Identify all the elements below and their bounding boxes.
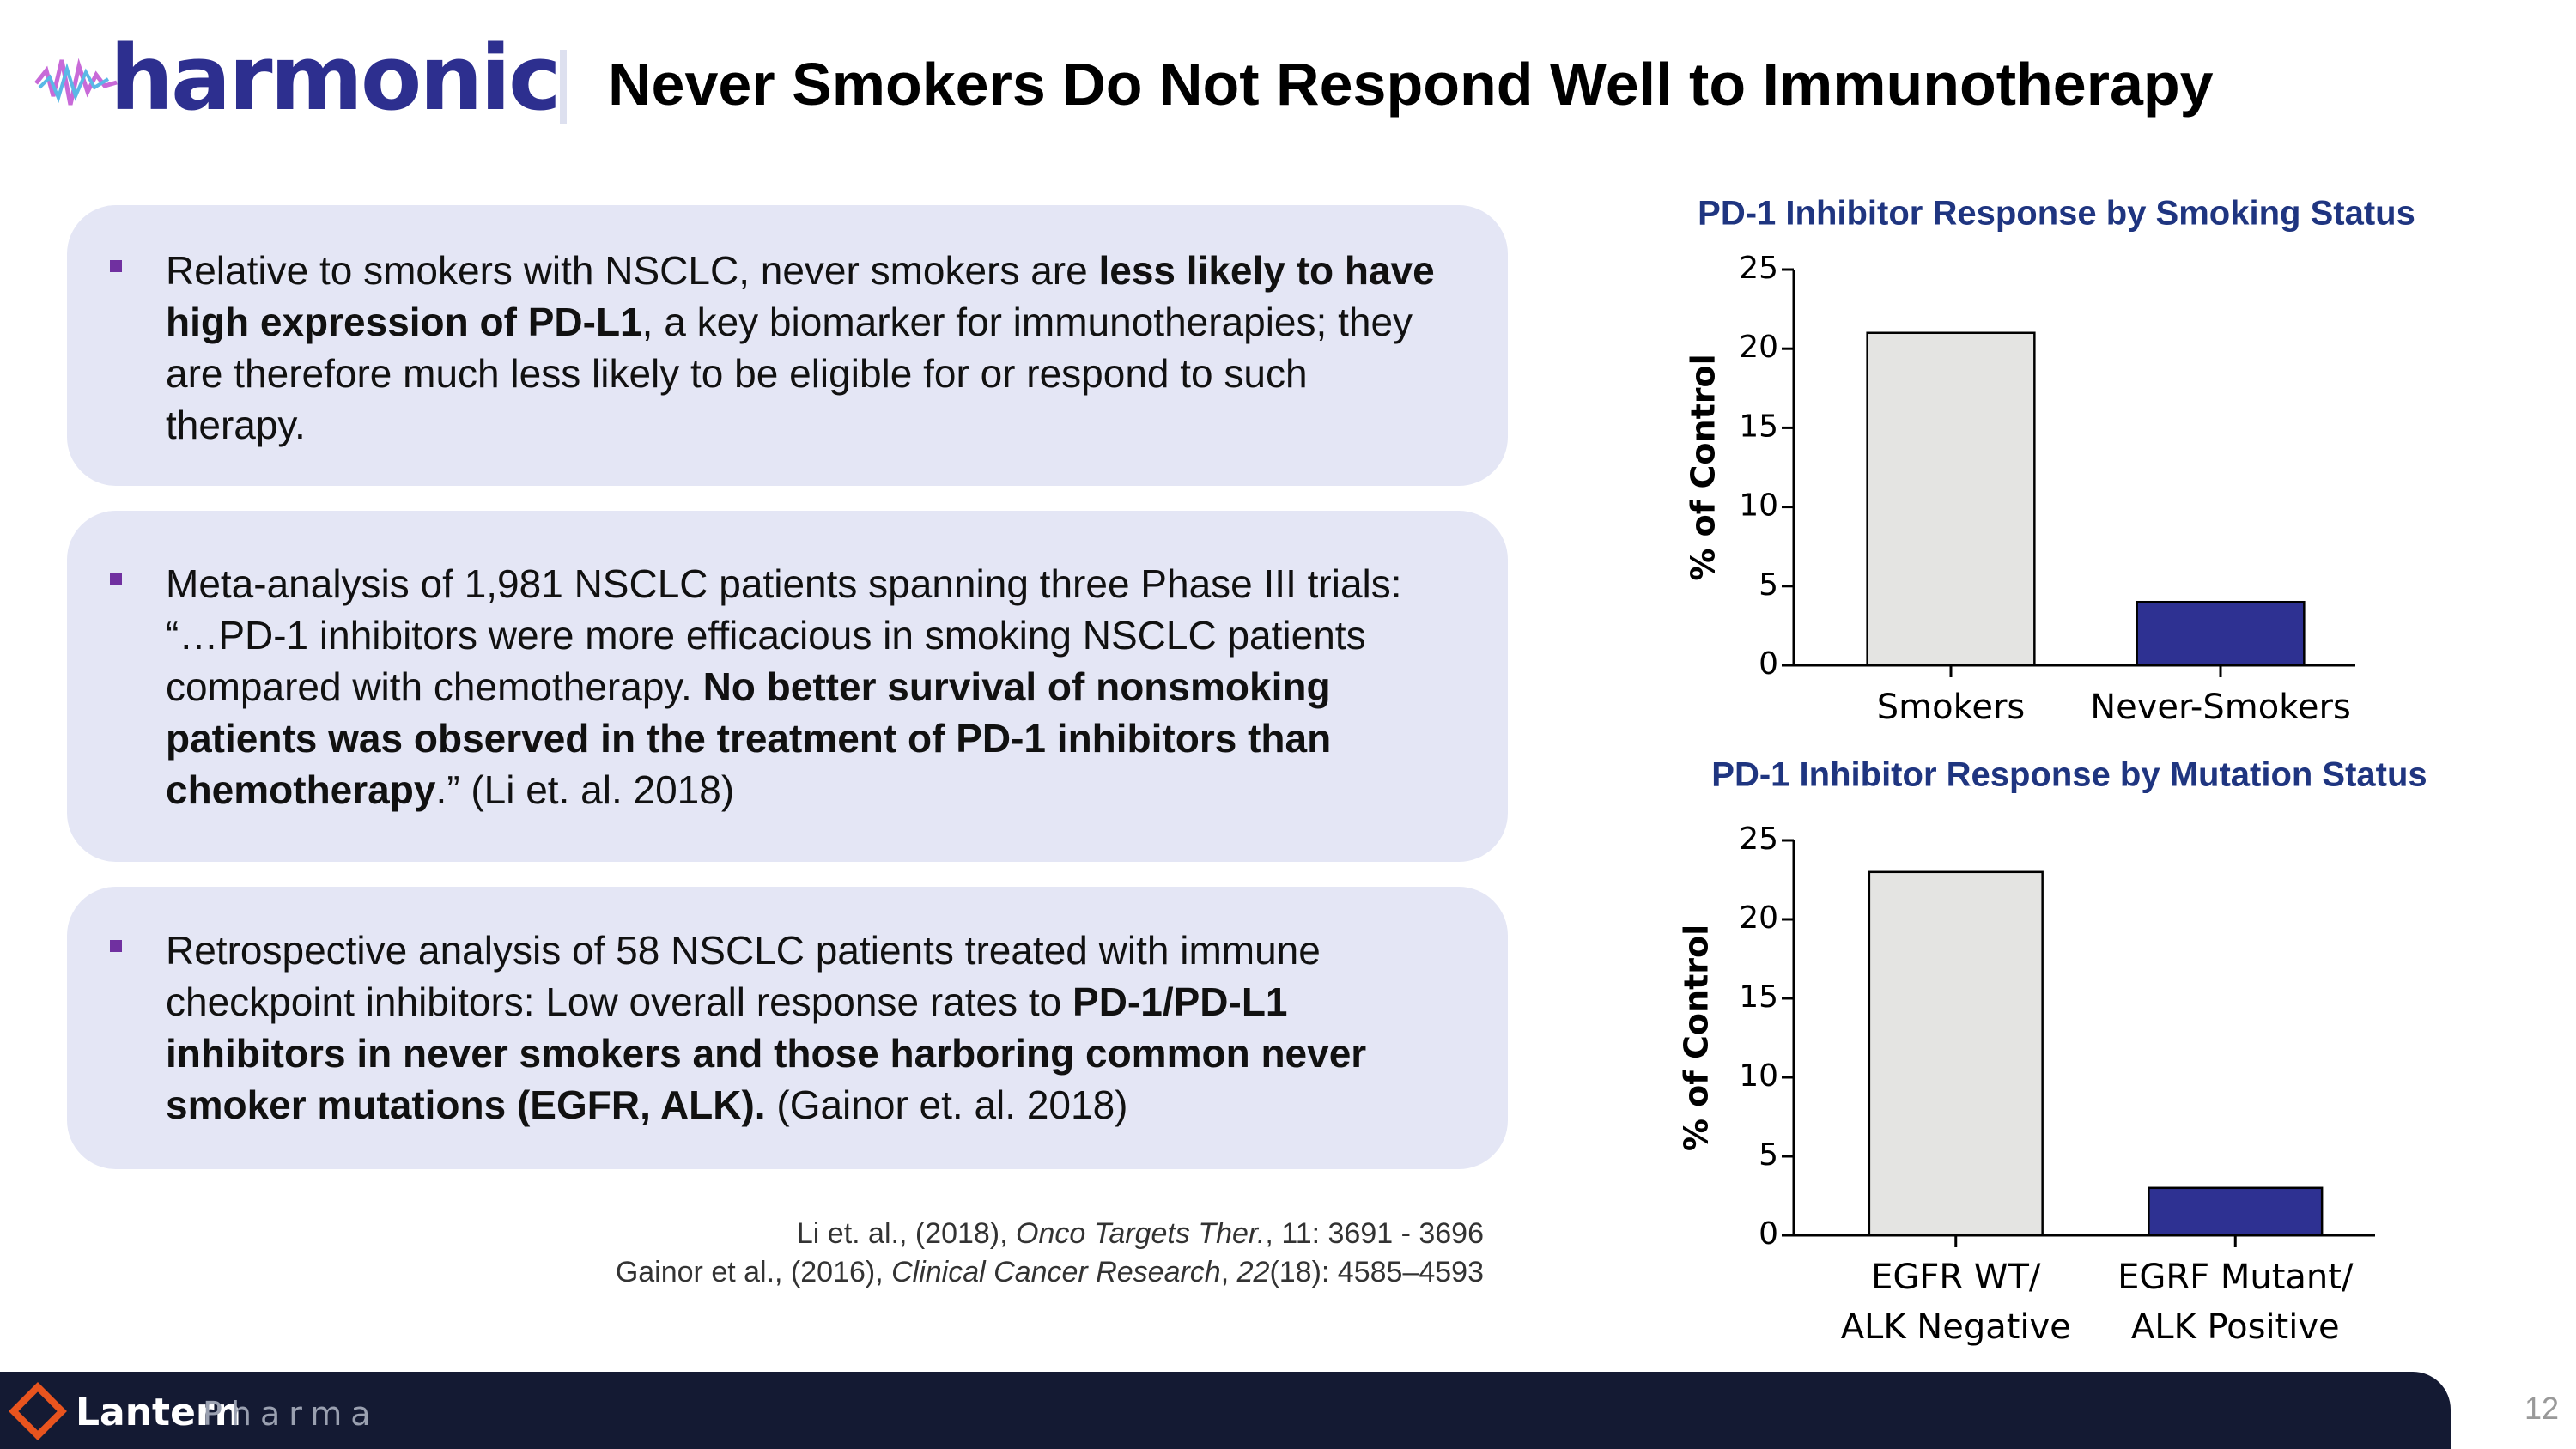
charts: PD-1 Inhibitor Response by Smoking Statu… [1678,195,2427,1347]
footer-bar: Lantern Pharma [0,1372,2451,1449]
y-axis-label: % of Control [1678,925,1716,1151]
text-run: Retrospective analysis of 58 NSCLC patie… [166,928,1321,1024]
page-number: 12 [2524,1391,2560,1426]
logo-icon [34,58,118,106]
text-run: PD-1/PD-L1 inhibitors in never smokers a… [166,979,1367,1127]
panel [67,511,1508,862]
y-tick-label: 10 [1739,1058,1778,1094]
chart-title: PD-1 Inhibitor Response by Mutation Stat… [1711,756,2427,794]
y-tick-label: 25 [1739,822,1778,857]
footer-shape [0,1372,2451,1449]
chart-title: PD-1 Inhibitor Response by Smoking Statu… [1698,195,2415,233]
reference: Li et. al., (2018), Onco Targets Ther., … [797,1217,1484,1251]
text-run: , a key biomarker for immunotherapies; t… [166,300,1413,447]
footer-brand-suffix: Pharma [203,1395,380,1433]
bar [2136,600,2306,667]
slide-title: Never Smokers Do Not Respond Well to Imm… [608,51,2214,118]
bullet-text: Relative to smokers with NSCLC, never sm… [166,245,1454,451]
y-tick-label: 20 [1739,330,1778,365]
y-tick-label: 5 [1759,1137,1778,1173]
bullet-text: Retrospective analysis of 58 NSCLC patie… [166,925,1454,1131]
text-run: , 11: 3691 - 3696 [1265,1217,1484,1250]
bar [1866,331,2036,667]
text-run: Onco Targets Ther. [1016,1217,1266,1250]
panel [67,887,1508,1169]
text-run: Li et. al., (2018), [796,1217,1017,1250]
y-tick-label: 25 [1739,251,1778,286]
logo-wave [34,58,118,106]
reference: Gainor et al., (2016), Clinical Cancer R… [616,1256,1484,1289]
logo-wave [38,63,110,103]
divider [560,50,567,124]
footer-icon [9,1382,67,1440]
bar [1868,870,2044,1237]
text-run: (18): 4585–4593 [1269,1256,1484,1288]
y-axis-label: % of Control [1685,354,1722,580]
bullet-text: Meta-analysis of 1,981 NSCLC patients sp… [166,558,1454,815]
text-run: No better survival of nonsmoking patient… [166,664,1332,812]
text-run: less likely to have high expression of P… [166,248,1435,344]
x-tick-label: Never-Smokers [2090,688,2351,727]
text-run: 22 [1236,1256,1270,1288]
x-tick-label: ALK Positive [2131,1307,2340,1347]
panel [67,205,1508,486]
bullet-marker [110,940,122,952]
bullet-marker [110,573,122,585]
y-tick-label: 15 [1739,979,1778,1015]
bullet-marker [110,260,122,272]
y-tick-label: 10 [1739,488,1778,524]
x-tick-label: ALK Negative [1841,1307,2071,1347]
y-tick-label: 5 [1759,567,1778,603]
y-tick-label: 0 [1759,646,1778,682]
text-run: , [1220,1256,1237,1288]
x-tick-label: Smokers [1877,688,2025,727]
x-tick-label: EGRF Mutant/ [2117,1258,2354,1297]
footer-brand: Lantern [76,1391,241,1434]
y-tick-label: 0 [1759,1216,1778,1252]
text-run: (Gainor et. al. 2018) [765,1082,1128,1127]
bar [2148,1186,2324,1237]
text-run: Meta-analysis of 1,981 NSCLC patients sp… [166,561,1402,709]
logo-text: harmonic [110,26,562,130]
y-tick-label: 20 [1739,900,1778,936]
y-tick-label: 15 [1739,409,1778,444]
text-run: Relative to smokers with NSCLC, never sm… [166,248,1099,293]
text-run: Clinical Cancer Research [891,1256,1221,1288]
x-tick-label: EGFR WT/ [1871,1258,2041,1297]
text-run: Gainor et al., (2016), [615,1256,892,1288]
text-run: .” (Li et. al. 2018) [435,767,735,812]
